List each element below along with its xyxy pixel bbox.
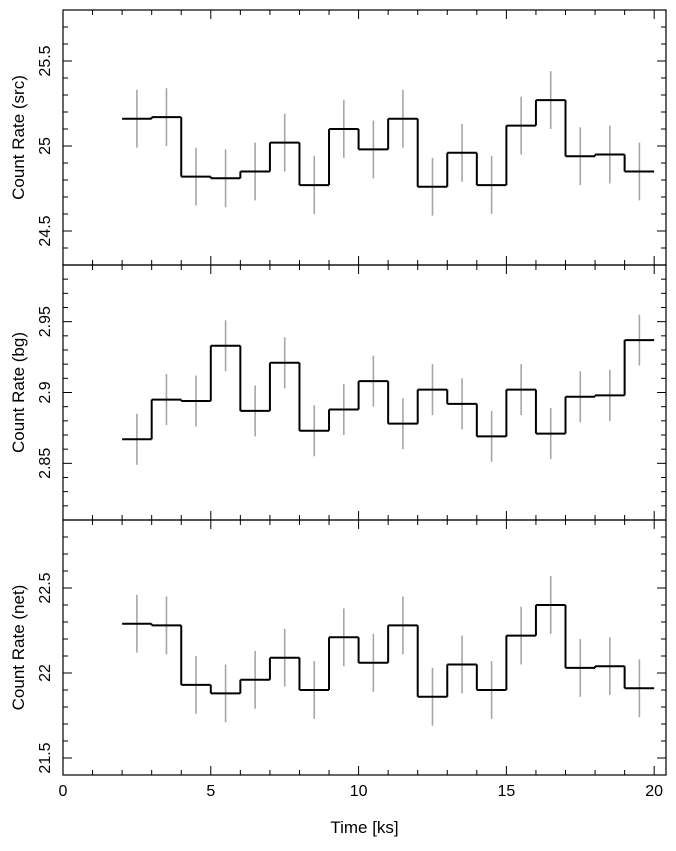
x-axis-title: Time [ks] — [330, 818, 398, 837]
x-tick-label: 0 — [59, 783, 68, 800]
panel-1-frame — [62, 264, 667, 521]
panel-0-ylabel: Count Rate (src) — [9, 75, 28, 200]
panel-1-ylabel: Count Rate (bg) — [9, 332, 28, 453]
panel-0-y-tick-label: 25 — [37, 137, 54, 155]
x-tick-label: 20 — [645, 783, 663, 800]
panel-2-ylabel: Count Rate (net) — [9, 585, 28, 711]
panel-0-frame — [62, 9, 667, 266]
panel-2-y-tick-label: 22 — [37, 664, 54, 682]
panel-2-frame — [62, 519, 667, 776]
panel-1-y-tick-label: 2.9 — [37, 381, 54, 403]
panel-1-y-tick-label: 2.85 — [37, 448, 54, 479]
x-tick-label: 10 — [350, 783, 368, 800]
panel-0-y-tick-label: 24.5 — [37, 215, 54, 246]
panel-2-y-tick-label: 22.5 — [37, 572, 54, 603]
panel-0-y-tick-label: 25.5 — [37, 45, 54, 76]
panel-1-y-tick-label: 2.95 — [37, 306, 54, 337]
x-tick-label: 15 — [497, 783, 515, 800]
x-tick-label: 5 — [206, 783, 215, 800]
panel-2-y-tick-label: 21.5 — [37, 742, 54, 773]
